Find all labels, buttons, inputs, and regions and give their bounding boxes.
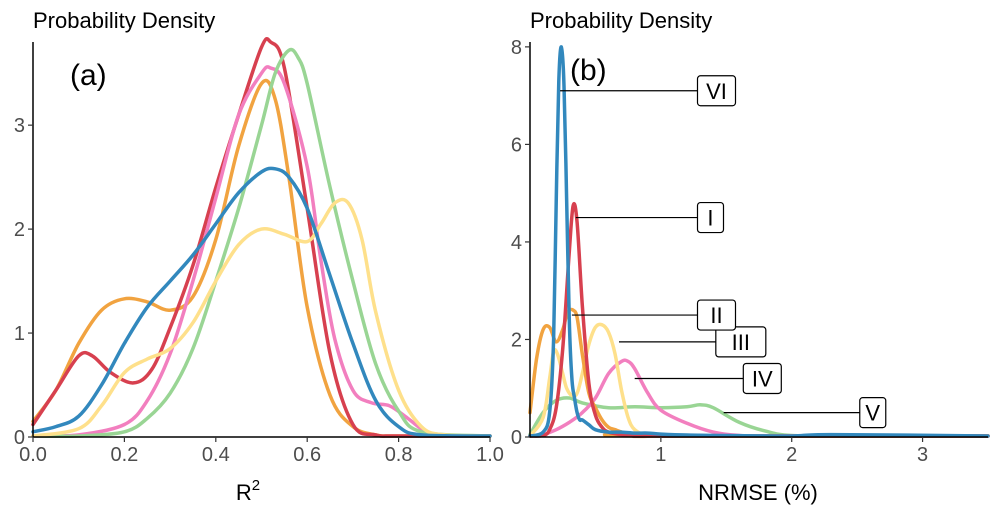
panel-a-x-axis-label: R2 [236,477,260,505]
panel-b-x-tick-label: 1 [655,444,666,466]
panel-b-ticks: 1 2 3 0 2 4 6 8 [511,37,928,466]
leader-box-v [859,397,887,429]
panel-b-x-tick-label: 2 [786,444,797,466]
panel-b-label: (b) [570,54,607,87]
panel-b-x-tick-label: 3 [917,444,928,466]
panel-a-curve-4 [31,47,492,439]
leader-box-i [696,201,725,234]
leader-box-iv [742,362,782,395]
panel-b-y-tick-label: 4 [511,232,522,254]
panel-b-y-tick-label: 2 [511,329,522,351]
leader-box-iii [715,326,767,358]
panel-a-x-tick-label: 0.2 [110,444,138,466]
panel-a-y-tick-label: 3 [14,115,25,137]
panel-a-y-tick-label: 1 [14,323,25,345]
leader-label-i: I [707,206,713,231]
panel-b-x-axis-label: NRMSE (%) [698,480,818,505]
panel-a-ticks: 0.0 0.2 0.4 0.6 0.8 1.0 0 1 2 3 [14,115,504,466]
panel-b-y-tick-label: 6 [511,134,522,156]
panel-a-title: Probability Density [33,8,215,33]
panel-a-x-tick-label: 0.8 [385,444,413,466]
leader-label-iv: IV [752,366,773,391]
panel-a-curves [31,37,492,439]
leader-label-v: V [865,401,880,426]
panel-b-curve-i [528,201,990,438]
panel-b-curves [528,45,990,439]
panel-a-x-tick-label: 0.4 [202,444,230,466]
leader-box-ii [696,299,737,331]
panel-a-label: (a) [70,59,107,92]
leader-label-ii: II [710,303,722,328]
panel-a-curve-5 [31,197,492,438]
panel-a-x-tick-label: 0.0 [19,444,47,466]
leader-label-vi: VI [706,79,727,104]
panel-a-x-tick-label: 1.0 [476,444,504,466]
panel-b-y-tick-label: 0 [511,427,522,449]
panel-b-curve-vi [528,45,990,438]
leader-label-iii: III [732,330,750,355]
panel-b-y-tick-label: 8 [511,37,522,59]
leader-box-vi [696,75,737,107]
panel-a-curve-6 [31,166,492,438]
panel-a-y-tick-label: 0 [14,427,25,449]
panel-a-x-tick-label: 0.6 [293,444,321,466]
panel-b-title: Probability Density [530,8,712,33]
panel-a-curve-2 [31,37,492,438]
panel-a-y-tick-label: 2 [14,219,25,241]
panel-a: Probability Density (a) 0.0 0.2 0.4 0.6 0.8 1… [14,8,504,505]
